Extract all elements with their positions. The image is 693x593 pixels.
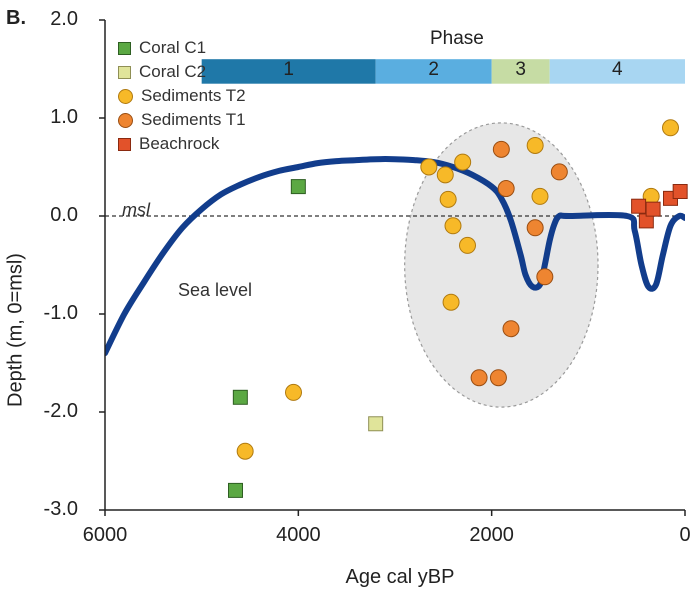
point-sediments-t1-0 [492,140,510,158]
point-coral-c1-0 [290,179,306,195]
y-tick-label-5: -3.0 [43,498,78,520]
x-tick-label-0: 6000 [82,524,128,546]
point-coral-c2-0 [368,416,384,432]
phase-band-3 [491,59,550,84]
point-sediments-t2-8 [442,293,460,311]
point-coral-c1-2 [228,482,243,498]
legend-item-beachrock: Beachrock [118,134,219,154]
legend-item-coral-c2: Coral C2 [118,62,206,82]
sea-level-label: Sea level [178,280,253,300]
y-tick-label-2: 0.0 [50,204,78,226]
legend-item-coral-c1: Coral C1 [118,38,206,58]
point-sediments-t2-6 [454,153,472,171]
point-sediments-t1-3 [526,219,544,237]
legend-item-sediments-t2: Sediments T2 [118,86,246,106]
legend-label-sediments-t2: Sediments T2 [141,86,246,105]
point-sediments-t1-2 [502,320,520,338]
legend-marker-coral-c2 [118,65,131,79]
point-sediments-t2-4 [439,190,457,208]
plot-area [105,59,688,498]
phase-band-1 [201,59,376,84]
sea-level-curve [105,156,685,357]
legend-marker-coral-c1 [118,41,131,55]
phase-label-2: 2 [428,59,439,80]
phase-band-2 [375,59,492,84]
point-sediments-t1-5 [550,163,568,181]
y-tick-label-1: 1.0 [50,106,78,128]
legend-label-sediments-t1: Sediments T1 [141,110,246,129]
legend-label-coral-c1: Coral C1 [139,38,207,57]
point-sediments-t2-12 [662,119,679,137]
point-sediments-t2-5 [444,217,462,235]
panel-label: B. [6,7,26,29]
legend-item-sediments-t1: Sediments T1 [118,110,246,130]
phase-title: Phase [430,28,484,49]
legend-label-coral-c2: Coral C2 [139,62,207,81]
phase-label-3: 3 [515,59,526,80]
point-sediments-t2-7 [459,236,476,254]
legend-marker-sediments-t2 [118,88,133,104]
point-sediments-t2-0 [285,383,302,401]
point-sediments-t2-3 [436,166,454,184]
legend-marker-beachrock [118,137,131,151]
x-tick-label-2: 2000 [469,524,514,546]
point-sediments-t1-6 [470,369,488,387]
point-coral-c1-1 [232,389,248,405]
x-tick-label-3: 0 [679,524,691,546]
phase-label-4: 4 [612,59,623,80]
phase-band-4 [549,59,685,84]
y-axis-label: Depth (m, 0=msl) [4,253,27,407]
x-axis-label: Age cal yBP [345,566,455,588]
point-sediments-t1-1 [497,180,515,198]
point-beachrock-2 [645,201,661,217]
point-sediments-t2-9 [526,136,544,154]
point-sediments-t2-10 [531,187,549,205]
legend-label-beachrock: Beachrock [139,134,220,153]
y-tick-label-0: 2.0 [50,8,78,30]
point-sediments-t2-2 [420,158,438,176]
point-beachrock-0 [631,198,647,214]
y-tick-label-4: -2.0 [43,400,78,422]
point-sediments-t1-7 [489,369,507,387]
phase-label-1: 1 [283,59,294,80]
legend-marker-sediments-t1 [118,112,133,128]
point-sediments-t1-4 [536,268,554,286]
y-tick-label-3: -1.0 [43,302,78,324]
point-beachrock-4 [672,184,688,199]
axes [99,19,686,516]
msl-label: msl [122,200,150,220]
x-tick-label-1: 4000 [276,524,321,546]
point-sediments-t2-1 [236,442,254,460]
